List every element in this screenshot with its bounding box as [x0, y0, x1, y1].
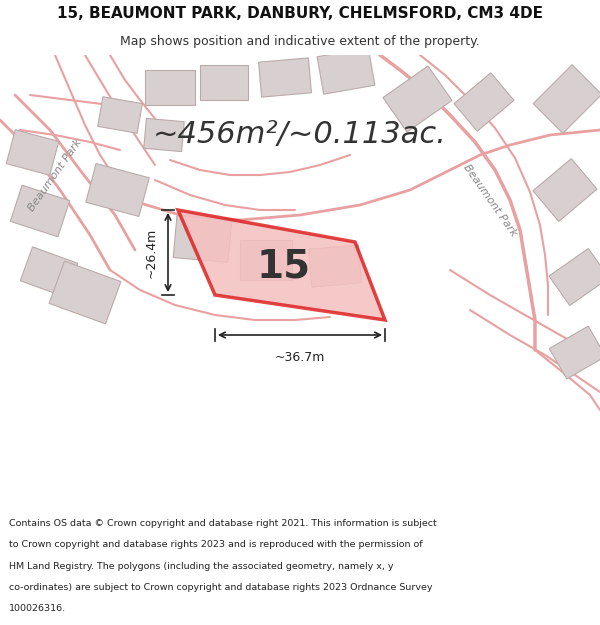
Text: 100026316.: 100026316.	[9, 604, 66, 613]
FancyBboxPatch shape	[144, 118, 184, 152]
Text: Contains OS data © Crown copyright and database right 2021. This information is : Contains OS data © Crown copyright and d…	[9, 519, 437, 528]
FancyBboxPatch shape	[200, 65, 248, 100]
FancyBboxPatch shape	[454, 72, 514, 131]
FancyBboxPatch shape	[20, 247, 78, 297]
Text: Map shows position and indicative extent of the property.: Map shows position and indicative extent…	[120, 35, 480, 48]
FancyBboxPatch shape	[549, 326, 600, 379]
FancyBboxPatch shape	[308, 245, 362, 287]
Text: 15, BEAUMONT PARK, DANBURY, CHELMSFORD, CM3 4DE: 15, BEAUMONT PARK, DANBURY, CHELMSFORD, …	[57, 6, 543, 21]
FancyBboxPatch shape	[383, 66, 452, 132]
Text: ~26.4m: ~26.4m	[145, 228, 158, 278]
Text: Beaumont Park: Beaumont Park	[26, 137, 83, 213]
FancyBboxPatch shape	[49, 261, 121, 324]
Text: Beaumont Park: Beaumont Park	[461, 162, 518, 238]
FancyBboxPatch shape	[317, 48, 375, 94]
FancyBboxPatch shape	[533, 159, 597, 221]
FancyBboxPatch shape	[10, 185, 70, 237]
FancyBboxPatch shape	[6, 130, 59, 175]
FancyBboxPatch shape	[98, 97, 142, 133]
FancyBboxPatch shape	[145, 70, 195, 105]
Text: ~36.7m: ~36.7m	[275, 351, 325, 364]
Text: HM Land Registry. The polygons (including the associated geometry, namely x, y: HM Land Registry. The polygons (includin…	[9, 562, 394, 571]
FancyBboxPatch shape	[533, 65, 600, 133]
Text: co-ordinates) are subject to Crown copyright and database rights 2023 Ordnance S: co-ordinates) are subject to Crown copyr…	[9, 583, 433, 592]
Text: 15: 15	[256, 248, 310, 286]
FancyBboxPatch shape	[549, 249, 600, 306]
FancyBboxPatch shape	[240, 240, 292, 280]
Text: ~456m²/~0.113ac.: ~456m²/~0.113ac.	[153, 121, 447, 149]
FancyBboxPatch shape	[173, 216, 232, 262]
Text: to Crown copyright and database rights 2023 and is reproduced with the permissio: to Crown copyright and database rights 2…	[9, 541, 422, 549]
FancyBboxPatch shape	[86, 164, 149, 216]
FancyBboxPatch shape	[259, 58, 311, 97]
Polygon shape	[178, 210, 385, 320]
